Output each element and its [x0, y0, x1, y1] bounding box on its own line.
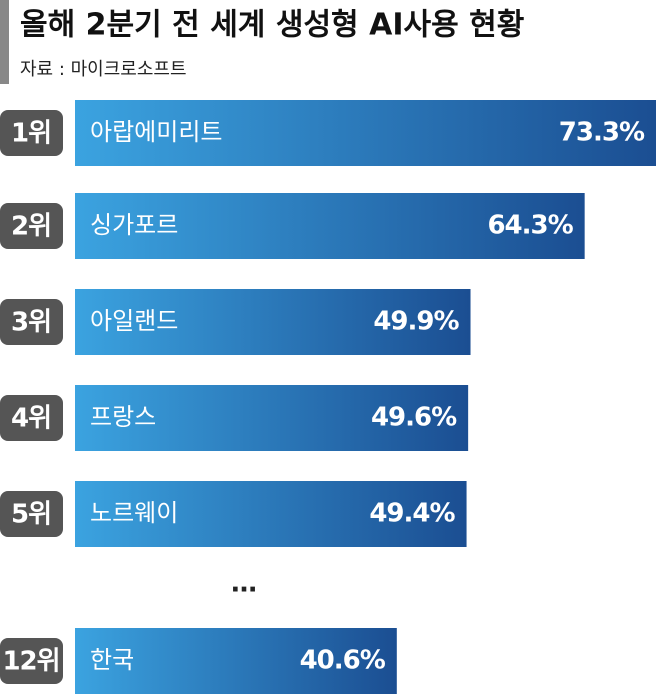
rank-label: 5위: [11, 500, 51, 530]
value-label: 73.3%: [559, 118, 645, 148]
category-label: 아일랜드: [90, 307, 178, 335]
title-accent: [0, 0, 9, 84]
bar: [75, 100, 656, 166]
value-label: 64.3%: [487, 211, 573, 241]
category-label: 아랍에미리트: [90, 118, 222, 146]
rank-badge: [0, 299, 63, 345]
rank-label: 1위: [11, 119, 51, 149]
rank-label: 4위: [11, 404, 51, 434]
category-label: 노르웨이: [90, 499, 178, 527]
source: 자료 : 마이크로소프트: [20, 59, 187, 80]
bar: [75, 628, 397, 694]
bar: [75, 481, 467, 547]
rank-badge: [0, 395, 63, 441]
rank-badge: [0, 110, 63, 156]
chart-title: 올해 2분기 전 세계 생성형 AI사용 현황: [20, 8, 524, 43]
bar: [75, 289, 471, 355]
category-label: 프랑스: [90, 403, 156, 431]
rank-label: 3위: [11, 308, 51, 338]
rank-badge: [0, 638, 63, 684]
value-label: 49.9%: [373, 307, 459, 337]
rank-label: 2위: [11, 212, 51, 242]
rank-badge: [0, 491, 63, 537]
value-label: 40.6%: [300, 646, 386, 676]
category-label: 싱가포르: [90, 211, 178, 239]
gap-label: …: [231, 569, 257, 599]
rank-label: 12위: [2, 647, 59, 677]
value-label: 49.4%: [369, 499, 455, 529]
rank-badge: [0, 203, 63, 249]
category-label: 한국: [90, 646, 134, 674]
value-label: 49.6%: [371, 403, 457, 433]
bar: [75, 193, 585, 259]
bar: [75, 385, 469, 451]
